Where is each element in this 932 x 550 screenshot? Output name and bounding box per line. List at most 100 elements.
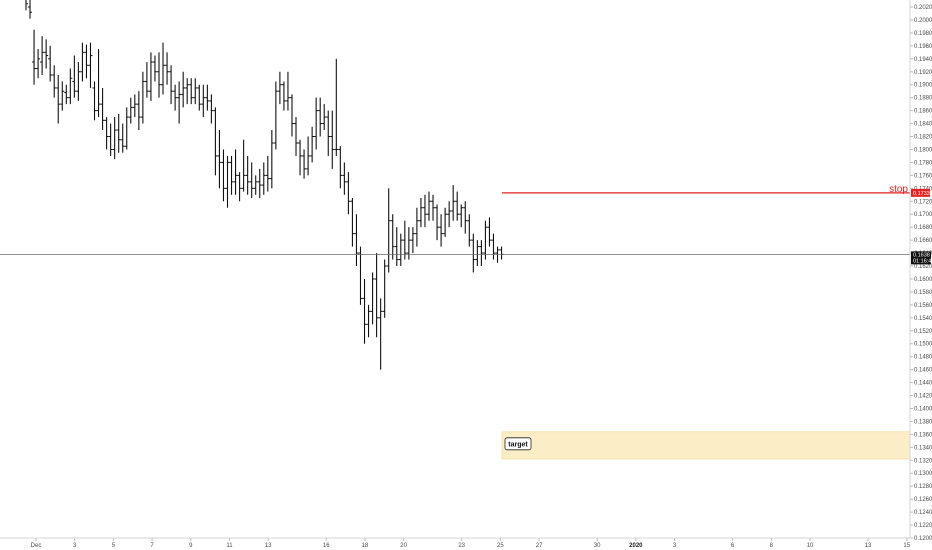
countdown-tag-text: 01:16:48	[913, 258, 932, 264]
ohlc-bar	[253, 175, 258, 195]
ohlc-bar	[88, 42, 93, 88]
ohlc-bar	[76, 62, 81, 101]
ohlc-bar	[346, 172, 351, 215]
ohlc-bar	[193, 78, 198, 105]
ohlc-bar	[277, 71, 282, 105]
ohlc-bar	[483, 220, 488, 260]
ohlc-bar	[205, 84, 210, 111]
y-tick-label: 0.1540	[914, 316, 932, 322]
y-tick-label: 0.1860	[914, 109, 932, 115]
ohlc-bar	[177, 81, 182, 124]
ohlc-bar	[225, 155, 230, 208]
ohlc-bar	[398, 233, 403, 267]
ohlc-bar	[298, 139, 303, 176]
ohlc-bar	[257, 168, 262, 199]
ohlc-bar	[342, 162, 347, 195]
ohlc-bar	[140, 71, 145, 124]
ohlc-bar	[96, 49, 101, 118]
y-tick-label: 0.1560	[914, 303, 932, 309]
ohlc-bar	[152, 55, 157, 82]
y-tick-label: 0.1980	[914, 31, 932, 37]
ohlc-bar	[217, 130, 222, 189]
ohlc-bar	[467, 214, 472, 247]
current-price-tag	[911, 251, 931, 265]
price-bars	[25, 0, 504, 370]
y-tick-label: 0.1880	[914, 96, 932, 102]
ohlc-bar	[455, 191, 460, 221]
ohlc-bar	[439, 214, 444, 247]
y-tick-label: 0.1700	[914, 212, 932, 218]
ohlc-bar	[414, 207, 419, 247]
x-tick-label: 15	[903, 543, 910, 549]
ohlc-bar	[209, 94, 214, 124]
y-tick-label: 0.1200	[914, 536, 932, 542]
y-axis-ticks[interactable]: 0.2020 0.2000 0.1980 0.1960 0.1940 0.1920 0.19…	[910, 5, 932, 542]
ohlc-bar	[382, 259, 387, 318]
ohlc-bar	[116, 113, 121, 153]
y-tick-label: 0.1320	[914, 458, 932, 464]
ohlc-bar	[104, 117, 109, 150]
y-tick-label: 0.1480	[914, 355, 932, 361]
ohlc-bar	[100, 87, 105, 131]
ohlc-bar	[28, 0, 33, 19]
y-tick-label: 0.1260	[914, 497, 932, 503]
ohlc-bar	[471, 233, 476, 273]
ohlc-bar	[261, 162, 266, 195]
ohlc-bar	[366, 304, 371, 338]
x-tick-label: 20	[400, 543, 407, 549]
x-tick-label: 7	[150, 543, 154, 549]
target-label-box[interactable]	[504, 437, 532, 451]
y-tick-label: 0.1840	[914, 122, 932, 128]
ohlc-bar	[213, 107, 218, 176]
ohlc-bar	[427, 191, 431, 221]
ohlc-bar	[402, 220, 407, 260]
ohlc-bar	[108, 123, 113, 156]
ohlc-bar	[156, 52, 161, 98]
ohlc-bar	[52, 65, 57, 98]
ohlc-bar	[269, 130, 274, 189]
ohlc-bar	[25, 0, 28, 11]
ohlc-bar	[173, 84, 178, 111]
y-tick-label: 0.1500	[914, 342, 932, 348]
y-tick-label: 0.1520	[914, 329, 932, 335]
ohlc-bar	[165, 52, 170, 85]
x-tick-label: 3	[73, 543, 77, 549]
ohlc-bar	[289, 94, 294, 137]
target-zone-box[interactable]	[501, 431, 911, 460]
ohlc-bar	[72, 55, 77, 98]
ohlc-bar	[451, 185, 456, 221]
y-tick-label: 0.1440	[914, 381, 932, 387]
ohlc-bar	[181, 71, 186, 108]
x-axis-ticks[interactable]: Dec 3 5 7 9 11 13 16 18 20 23 25 27 30 2020 3 6 8 10 13 15	[31, 538, 911, 549]
ohlc-bar	[265, 155, 270, 192]
ohlc-bar	[132, 94, 137, 118]
ohlc-bar	[362, 278, 367, 344]
ohlc-bar	[48, 45, 53, 82]
x-tick-label: 16	[323, 543, 330, 549]
ohlc-bar	[189, 78, 194, 105]
ohlc-bar	[281, 81, 286, 111]
y-tick-label: 0.2000	[914, 18, 932, 24]
ohlc-bar	[318, 97, 323, 137]
y-tick-label: 0.1240	[914, 510, 932, 516]
ohlc-bar	[326, 110, 331, 156]
y-tick-label: 0.1220	[914, 523, 932, 529]
y-tick-label: 0.1680	[914, 225, 932, 231]
ohlc-bar	[463, 201, 468, 234]
ohlc-bar	[302, 149, 307, 179]
ohlc-bar	[92, 81, 97, 121]
ohlc-bar	[354, 214, 359, 267]
ohlc-bar	[479, 240, 484, 267]
ohlc-bar	[330, 110, 335, 169]
stop-label: stop	[889, 184, 908, 195]
ohlc-bar	[418, 198, 423, 228]
y-tick-label: 0.1420	[914, 394, 932, 400]
ohlc-bar	[410, 227, 415, 254]
ohlc-bar	[338, 146, 343, 189]
y-tick-label: 0.1660	[914, 238, 932, 244]
ohlc-bar	[197, 84, 202, 111]
ohlc-bar	[310, 126, 315, 163]
x-tick-label: 8	[770, 543, 774, 549]
ohlc-bar	[285, 71, 290, 111]
